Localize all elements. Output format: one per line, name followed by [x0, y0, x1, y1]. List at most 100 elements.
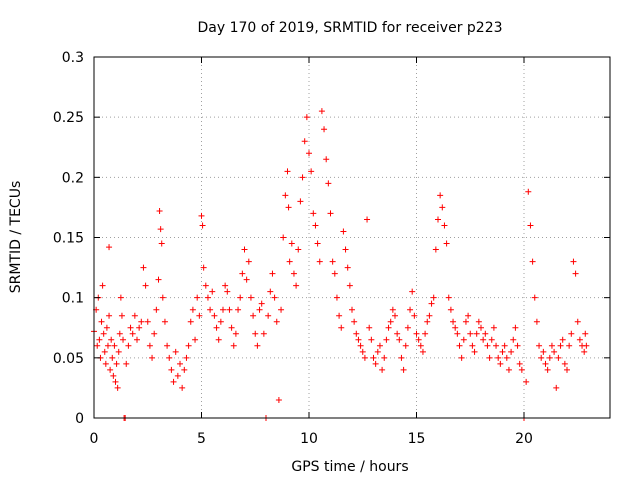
data-point — [293, 282, 300, 289]
data-point — [232, 330, 239, 337]
data-point — [108, 336, 115, 343]
data-point — [136, 324, 143, 331]
data-point — [123, 360, 130, 367]
data-point — [499, 348, 506, 355]
data-point — [462, 318, 469, 325]
data-point — [473, 330, 480, 337]
data-point — [417, 342, 424, 349]
data-point — [325, 180, 332, 187]
data-point — [514, 342, 521, 349]
data-point — [314, 240, 321, 247]
data-point — [349, 306, 355, 313]
data-point — [581, 348, 588, 355]
data-point — [114, 384, 121, 391]
data-point — [230, 342, 237, 349]
data-point — [273, 318, 280, 325]
data-point — [113, 360, 120, 367]
data-point — [226, 306, 233, 313]
data-point — [297, 198, 304, 205]
data-point — [161, 318, 168, 325]
data-point — [106, 244, 113, 251]
data-point — [168, 366, 175, 373]
data-point — [527, 222, 534, 229]
data-point — [531, 294, 538, 301]
data-point — [194, 294, 201, 301]
x-tick-label: 15 — [408, 431, 426, 447]
data-point — [570, 258, 577, 265]
y-tick-label: 0.05 — [53, 351, 84, 367]
data-point — [117, 294, 124, 301]
data-point — [269, 270, 276, 277]
data-point — [220, 306, 226, 313]
data-point — [583, 342, 590, 349]
data-point — [256, 306, 263, 313]
data-point — [192, 336, 199, 343]
ticks-layer: 0 0.05 0.1 0.15 0.2 0.25 0.3 0 5 10 15 20 — [53, 50, 610, 447]
data-point — [295, 246, 302, 253]
data-point — [544, 366, 551, 373]
data-point — [303, 114, 310, 121]
data-point — [351, 318, 358, 325]
data-point — [177, 360, 183, 367]
data-point — [142, 282, 149, 289]
data-point — [450, 318, 457, 325]
data-point — [204, 294, 211, 301]
data-point — [484, 342, 491, 349]
data-point — [140, 264, 147, 271]
x-tick-label: 0 — [90, 431, 99, 447]
data-point — [181, 366, 188, 373]
data-point — [199, 222, 206, 229]
data-point — [196, 312, 203, 319]
data-point — [250, 312, 257, 319]
data-point — [379, 366, 386, 373]
data-point — [546, 354, 553, 361]
data-point — [144, 318, 151, 325]
data-point — [394, 330, 401, 337]
data-point — [340, 228, 347, 235]
data-point — [101, 348, 108, 355]
data-point — [174, 372, 181, 379]
data-point — [538, 354, 545, 361]
data-point — [288, 240, 295, 247]
data-point — [286, 258, 293, 265]
data-point — [280, 234, 287, 241]
data-point — [471, 348, 478, 355]
data-point — [400, 366, 407, 373]
data-point — [185, 342, 192, 349]
data-point — [568, 330, 575, 337]
data-point — [353, 330, 360, 337]
data-point — [106, 312, 113, 319]
data-point — [566, 342, 573, 349]
data-point — [131, 312, 138, 319]
x-tick-label: 20 — [515, 431, 533, 447]
data-point — [372, 360, 379, 367]
data-point — [469, 342, 476, 349]
data-point — [224, 288, 231, 295]
data-point — [211, 312, 218, 319]
data-point — [387, 318, 394, 325]
data-point — [129, 330, 136, 337]
data-point — [501, 342, 508, 349]
data-point — [497, 360, 504, 367]
data-point — [555, 354, 562, 361]
x-axis-title: GPS time / hours — [291, 459, 408, 475]
data-point — [437, 192, 444, 199]
data-point — [357, 342, 364, 349]
data-point — [574, 318, 581, 325]
data-point — [419, 348, 426, 355]
data-point — [96, 336, 103, 343]
data-point — [258, 300, 265, 307]
data-point — [424, 318, 431, 325]
data-point — [411, 312, 418, 319]
data-point — [561, 360, 568, 367]
data-point — [146, 342, 153, 349]
data-point — [254, 342, 261, 349]
data-point — [284, 168, 291, 175]
data-point — [323, 156, 330, 163]
data-point — [282, 192, 289, 199]
data-point — [158, 240, 165, 247]
data-point — [109, 354, 116, 361]
data-point — [112, 378, 119, 385]
y-tick-label: 0.2 — [62, 170, 84, 186]
data-point — [398, 354, 405, 361]
